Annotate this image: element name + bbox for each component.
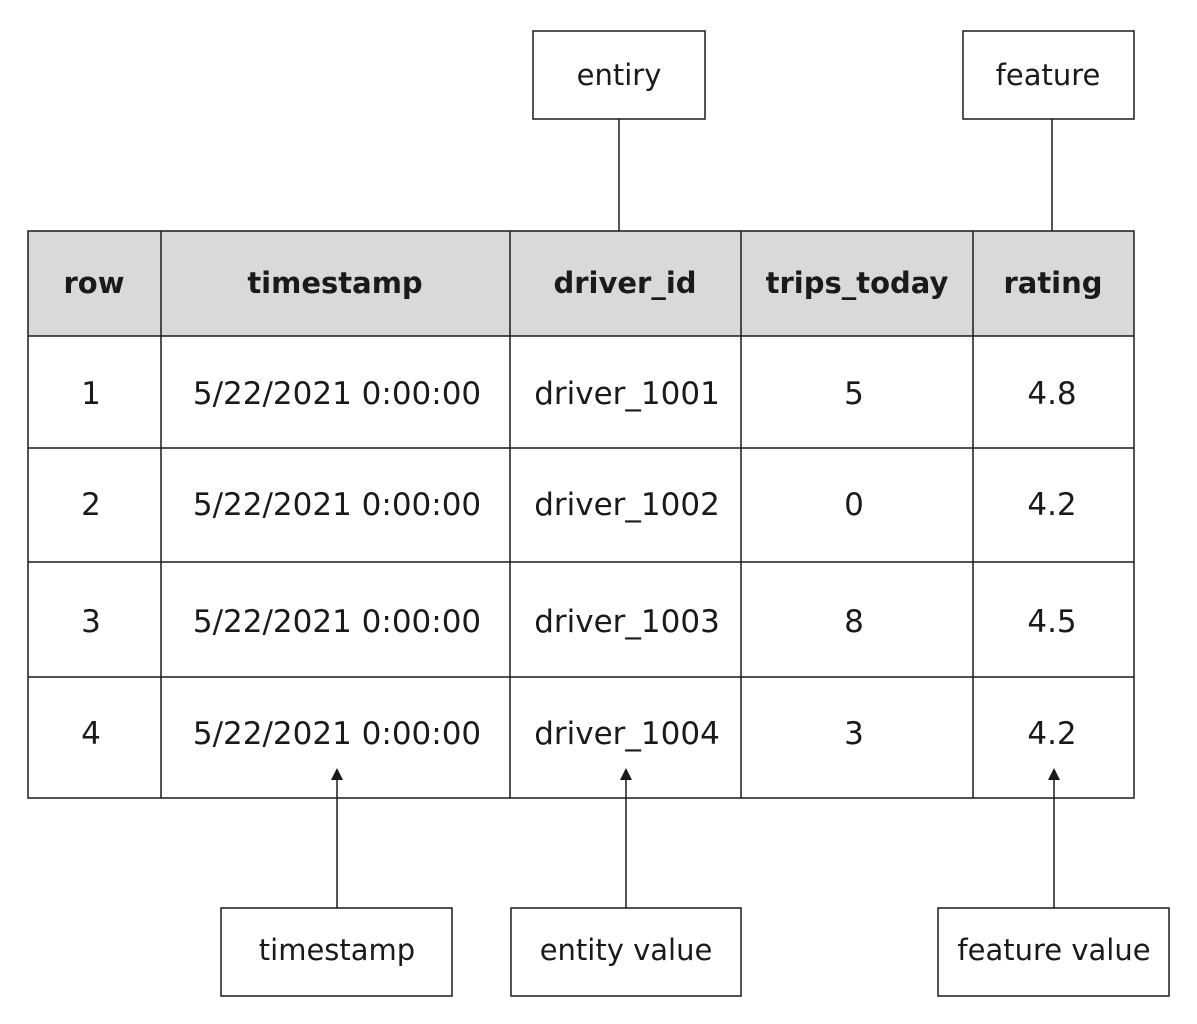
timestamp-arrow bbox=[331, 768, 343, 908]
cell-rating: 4.2 bbox=[1027, 487, 1076, 523]
feature-value-arrowhead bbox=[1048, 768, 1060, 780]
header-driver-id: driver_id bbox=[553, 266, 696, 300]
cell-driver-id: driver_1004 bbox=[534, 716, 720, 752]
cell-rating: 4.8 bbox=[1027, 376, 1076, 412]
cell-trips-today: 3 bbox=[844, 716, 864, 752]
header-trips-today: trips_today bbox=[766, 266, 949, 300]
timestamp-callout: timestamp bbox=[220, 907, 453, 997]
header-rating: rating bbox=[1003, 266, 1102, 300]
timestamp-callout-label: timestamp bbox=[259, 933, 415, 967]
table-header-row bbox=[28, 231, 1134, 336]
cell-rating: 4.2 bbox=[1027, 716, 1076, 752]
entity-value-callout: entity value bbox=[510, 907, 742, 997]
entity-value-callout-label: entity value bbox=[540, 933, 713, 967]
cell-trips-today: 8 bbox=[844, 604, 864, 640]
cell-timestamp: 5/22/2021 0:00:00 bbox=[193, 716, 481, 752]
table-row: 2 5/22/2021 0:00:00 driver_1002 0 4.2 bbox=[81, 487, 1077, 523]
feature-value-callout-label: feature value bbox=[957, 933, 1150, 967]
header-row: row bbox=[63, 266, 124, 300]
entity-callout-label: entiry bbox=[577, 58, 662, 92]
entity-value-arrow bbox=[620, 768, 632, 908]
table-row: 4 5/22/2021 0:00:00 driver_1004 3 4.2 bbox=[81, 716, 1077, 752]
data-table: row timestamp driver_id trips_today rati… bbox=[27, 230, 1135, 799]
cell-row-number: 1 bbox=[81, 376, 101, 412]
feature-value-arrow bbox=[1048, 768, 1060, 908]
cell-rating: 4.5 bbox=[1027, 604, 1076, 640]
cell-row-number: 3 bbox=[81, 604, 101, 640]
cell-timestamp: 5/22/2021 0:00:00 bbox=[193, 604, 481, 640]
header-timestamp: timestamp bbox=[247, 266, 422, 300]
feature-value-callout: feature value bbox=[937, 907, 1170, 997]
cell-trips-today: 5 bbox=[844, 376, 864, 412]
cell-row-number: 2 bbox=[81, 487, 101, 523]
feature-callout-label: feature bbox=[996, 58, 1101, 92]
feature-callout: feature bbox=[962, 30, 1135, 120]
cell-timestamp: 5/22/2021 0:00:00 bbox=[193, 376, 481, 412]
cell-timestamp: 5/22/2021 0:00:00 bbox=[193, 487, 481, 523]
cell-trips-today: 0 bbox=[844, 487, 864, 523]
entity-callout: entiry bbox=[532, 30, 706, 120]
cell-driver-id: driver_1002 bbox=[534, 487, 720, 523]
cell-row-number: 4 bbox=[81, 716, 101, 752]
table-row: 3 5/22/2021 0:00:00 driver_1003 8 4.5 bbox=[81, 604, 1077, 640]
entity-value-arrowhead bbox=[620, 768, 632, 780]
cell-driver-id: driver_1003 bbox=[534, 604, 720, 640]
table-row: 1 5/22/2021 0:00:00 driver_1001 5 4.8 bbox=[81, 376, 1077, 412]
cell-driver-id: driver_1001 bbox=[534, 376, 720, 412]
timestamp-arrowhead bbox=[331, 768, 343, 780]
